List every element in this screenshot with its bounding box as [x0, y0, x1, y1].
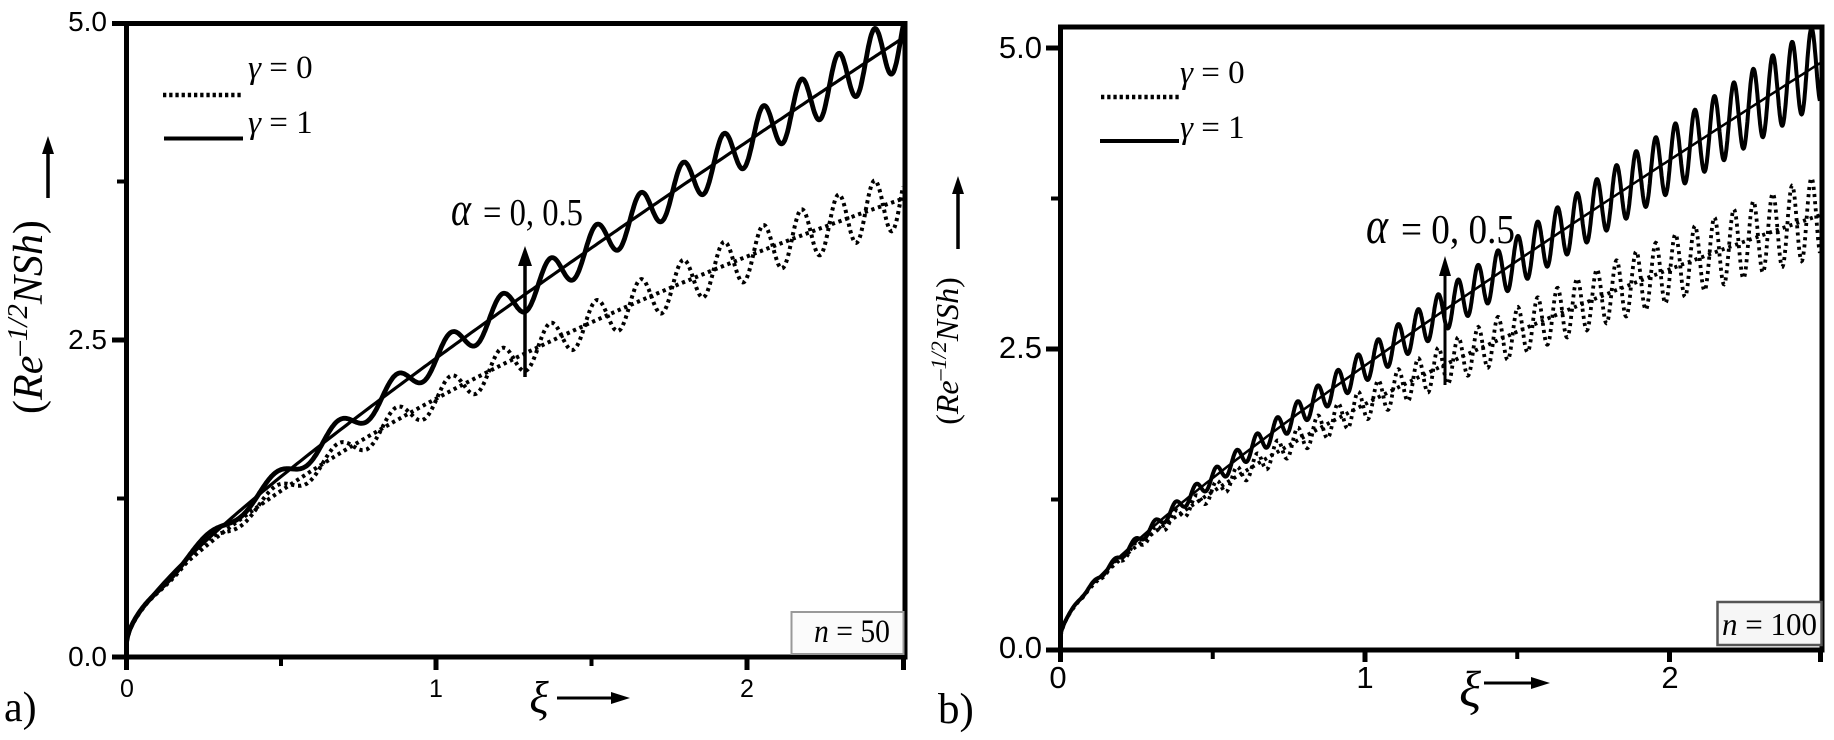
svg-text:(Re–1/2NSh): (Re–1/2NSh): [2, 220, 52, 414]
svg-text:n = 50: n = 50: [814, 614, 890, 650]
svg-text:2: 2: [1661, 660, 1678, 695]
svg-text:b): b): [938, 686, 974, 733]
svg-text:a): a): [4, 685, 37, 731]
svg-text:γ = 1: γ = 1: [1180, 110, 1245, 146]
svg-text:ξ: ξ: [529, 673, 549, 723]
svg-text:0.0: 0.0: [999, 630, 1042, 665]
svg-text:2.5: 2.5: [999, 330, 1042, 365]
svg-text:α: α: [451, 183, 472, 236]
svg-text:0.0: 0.0: [68, 641, 107, 672]
svg-text:5.0: 5.0: [68, 6, 107, 37]
svg-text:γ = 0: γ = 0: [1180, 55, 1245, 91]
svg-text:ξ: ξ: [1459, 662, 1481, 718]
svg-text:2: 2: [740, 675, 754, 703]
svg-text:0: 0: [120, 675, 134, 703]
svg-text:γ = 0: γ = 0: [248, 50, 313, 86]
svg-text:5.0: 5.0: [999, 30, 1042, 65]
svg-text:1: 1: [429, 675, 443, 703]
svg-text:α: α: [1366, 198, 1389, 255]
svg-text:γ = 1: γ = 1: [248, 105, 313, 141]
svg-text:0: 0: [1049, 660, 1066, 695]
svg-text:= 0, 0.5: = 0, 0.5: [1401, 206, 1515, 252]
svg-text:= 0, 0.5: = 0, 0.5: [483, 192, 583, 234]
svg-text:2.5: 2.5: [68, 324, 107, 355]
svg-text:1: 1: [1356, 660, 1373, 695]
svg-text:n = 100: n = 100: [1722, 606, 1817, 642]
